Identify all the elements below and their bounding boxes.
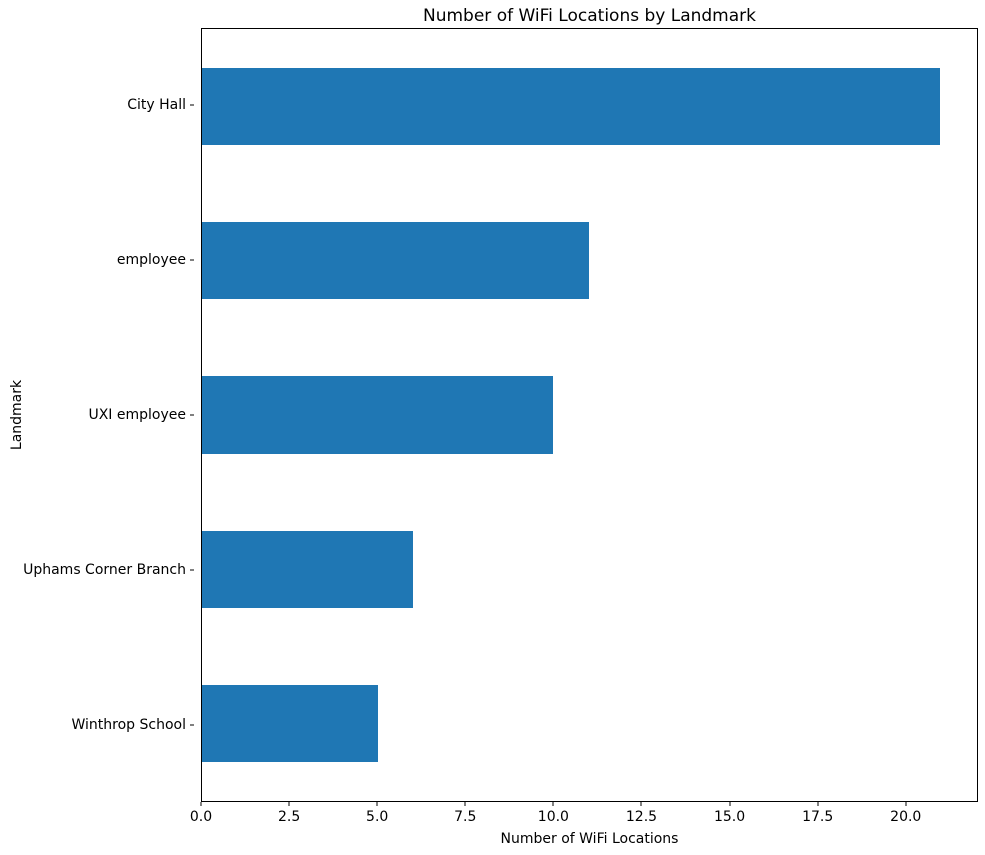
xtick-mark	[200, 802, 202, 806]
ytick-mark	[190, 569, 194, 571]
xtick-mark	[288, 802, 290, 806]
xtick-label: 5.0	[366, 809, 389, 825]
xtick-label: 2.5	[277, 809, 301, 825]
ytick-mark	[190, 724, 194, 726]
bar-winthrop-school	[202, 685, 378, 763]
plot-area	[201, 28, 978, 802]
xtick-mark	[376, 802, 378, 806]
bar-employee	[202, 222, 589, 300]
x-axis-label: Number of WiFi Locations	[500, 831, 679, 847]
ytick-mark	[190, 414, 194, 416]
bar-uphams-corner-branch	[202, 530, 413, 608]
xtick-label: 17.5	[802, 809, 834, 825]
xtick-label: 7.5	[454, 809, 477, 825]
xtick-mark	[905, 802, 907, 806]
ytick-label: City Hall	[127, 97, 186, 114]
y-axis-tick-labels: City Hall employee UXI employee Uphams Corn…	[0, 28, 194, 802]
x-axis-tick-labels: 0.0 2.5 5.0 7.5 10.0 12.5 15.0 17.5 20.0	[190, 802, 978, 828]
chart-title: Number of WiFi Locations by Landmark	[423, 6, 756, 26]
ytick-label: UXI employee	[88, 407, 186, 423]
xtick-label: 12.5	[625, 809, 658, 825]
ytick-mark	[190, 259, 194, 261]
xtick-mark	[552, 802, 554, 806]
xtick-label: 0.0	[189, 809, 213, 825]
bar-uxi-employee	[202, 376, 554, 454]
xtick-label: 20.0	[890, 809, 922, 825]
ytick-label: employee	[116, 252, 186, 269]
xtick-mark	[640, 802, 642, 806]
xtick-label: 10.0	[537, 809, 569, 825]
ytick-label: Uphams Corner Branch	[23, 561, 186, 578]
bar-city-hall	[202, 67, 941, 145]
xtick-mark	[817, 802, 819, 806]
xtick-label: 15.0	[713, 809, 746, 825]
ytick-mark	[190, 104, 194, 106]
xtick-mark	[729, 802, 731, 806]
xtick-mark	[464, 802, 466, 806]
ytick-label: Winthrop School	[71, 716, 187, 733]
